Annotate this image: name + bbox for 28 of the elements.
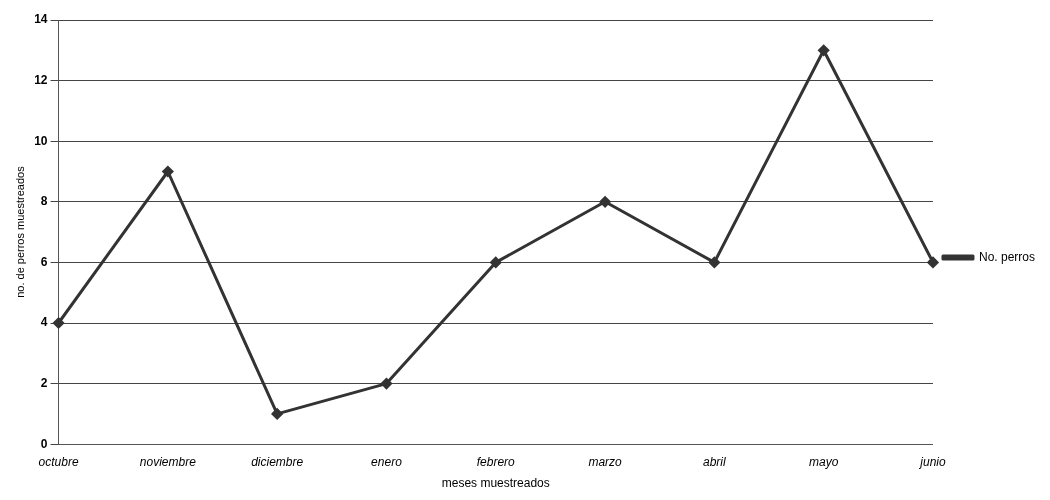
x-tick-label: febrero — [476, 454, 516, 469]
point — [708, 256, 720, 268]
y-tick-label: 4 — [40, 315, 48, 330]
y-tick-label: 14 — [34, 12, 48, 27]
y-tick-label: 12 — [34, 72, 48, 87]
point — [599, 196, 611, 208]
x-tick-label: mayo — [809, 454, 839, 469]
y-tick-label: 6 — [40, 254, 48, 269]
x-tick-label: abril — [703, 454, 727, 469]
point — [271, 408, 283, 420]
x-tick-label: diciembre — [251, 454, 304, 469]
point — [818, 44, 830, 56]
x-tick-label: enero — [371, 454, 403, 469]
point — [380, 378, 392, 390]
y-tick-label: 10 — [34, 133, 48, 148]
point — [927, 256, 939, 268]
x-tick-label: marzo — [588, 454, 623, 469]
x-axis-title: meses muestreados — [441, 476, 550, 491]
x-tick-label: junio — [918, 454, 946, 469]
y-axis-title: no. de perros muestreados — [13, 165, 26, 298]
legend-label: No. perros — [978, 249, 1036, 264]
point — [162, 166, 174, 177]
point — [490, 256, 502, 268]
y-tick-label: 2 — [40, 375, 48, 390]
x-tick-label: noviembre — [139, 454, 197, 469]
y-tick-label: 8 — [40, 194, 48, 209]
y-tick-label: 0 — [40, 436, 48, 451]
x-tick-label: octubre — [38, 454, 79, 469]
